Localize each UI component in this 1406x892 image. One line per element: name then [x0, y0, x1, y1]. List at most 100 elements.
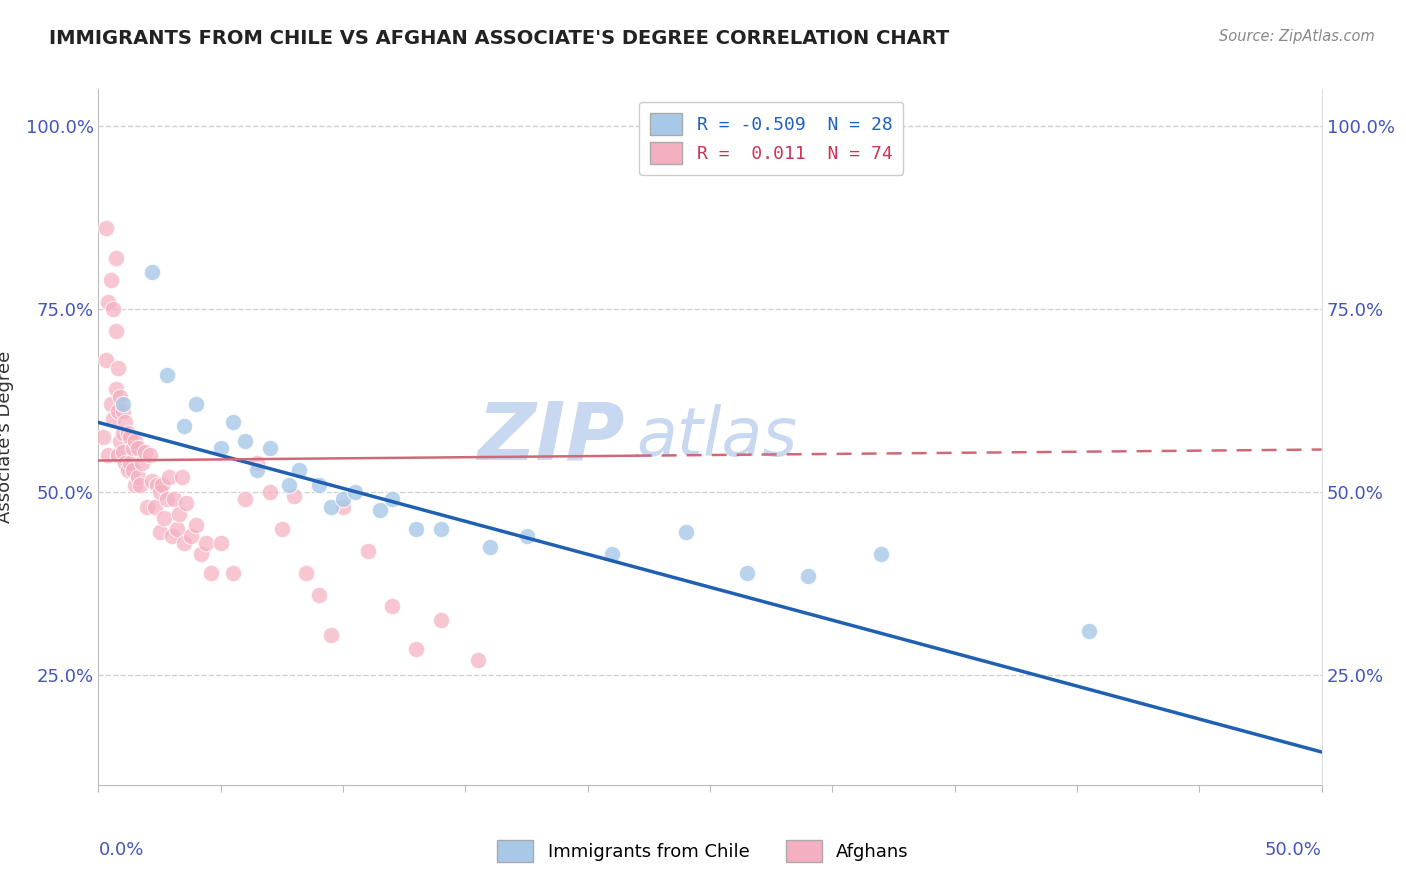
Point — [101, 301, 124, 316]
Point — [131, 456, 153, 470]
Point — [190, 547, 212, 561]
Point — [222, 416, 245, 430]
Point — [141, 474, 163, 488]
Point — [478, 540, 501, 554]
Legend: Immigrants from Chile, Afghans: Immigrants from Chile, Afghans — [489, 833, 917, 870]
Point — [163, 492, 186, 507]
Point — [136, 500, 159, 514]
Point — [121, 463, 143, 477]
Point — [176, 496, 198, 510]
Point — [200, 566, 222, 580]
Point — [141, 265, 163, 279]
Point — [675, 525, 697, 540]
Point — [117, 426, 139, 441]
Text: Source: ZipAtlas.com: Source: ZipAtlas.com — [1219, 29, 1375, 44]
Point — [114, 456, 136, 470]
Point — [356, 543, 378, 558]
Point — [127, 470, 149, 484]
Point — [156, 368, 179, 382]
Point — [173, 419, 195, 434]
Point — [110, 434, 132, 448]
Point — [111, 426, 134, 441]
Point — [180, 529, 202, 543]
Point — [107, 360, 129, 375]
Point — [153, 510, 176, 524]
Point — [111, 444, 134, 458]
Point — [139, 449, 162, 463]
Point — [332, 492, 354, 507]
Point — [111, 397, 134, 411]
Text: atlas: atlas — [637, 404, 797, 470]
Point — [278, 477, 301, 491]
Point — [368, 503, 391, 517]
Point — [120, 430, 142, 444]
Point — [186, 518, 208, 533]
Point — [134, 444, 156, 458]
Text: 0.0%: 0.0% — [98, 840, 143, 859]
Text: 50.0%: 50.0% — [1265, 840, 1322, 859]
Point — [209, 536, 232, 550]
Point — [104, 383, 127, 397]
Point — [270, 522, 294, 536]
Point — [295, 566, 318, 580]
Point — [405, 522, 427, 536]
Point — [127, 441, 149, 455]
Point — [233, 434, 256, 448]
Point — [233, 492, 256, 507]
Point — [120, 456, 142, 470]
Point — [515, 529, 537, 543]
Point — [94, 221, 117, 235]
Legend: R = -0.509  N = 28, R =  0.011  N = 74: R = -0.509 N = 28, R = 0.011 N = 74 — [638, 102, 904, 175]
Point — [97, 449, 120, 463]
Point — [319, 500, 342, 514]
Point — [308, 588, 330, 602]
Point — [797, 569, 820, 583]
Point — [114, 416, 136, 430]
Point — [381, 492, 404, 507]
Point — [110, 390, 132, 404]
Point — [186, 397, 208, 411]
Point — [111, 404, 134, 418]
Point — [91, 430, 114, 444]
Point — [173, 536, 195, 550]
Point — [129, 477, 152, 491]
Point — [97, 294, 120, 309]
Point — [735, 566, 758, 580]
Point — [124, 434, 146, 448]
Text: IMMIGRANTS FROM CHILE VS AFGHAN ASSOCIATE'S DEGREE CORRELATION CHART: IMMIGRANTS FROM CHILE VS AFGHAN ASSOCIAT… — [49, 29, 949, 47]
Point — [246, 463, 269, 477]
Point — [167, 507, 190, 521]
Point — [870, 547, 893, 561]
Point — [319, 628, 342, 642]
Point — [107, 404, 129, 418]
Point — [143, 500, 166, 514]
Point — [100, 397, 122, 411]
Point — [149, 525, 172, 540]
Point — [101, 411, 124, 425]
Point — [288, 463, 311, 477]
Point — [467, 653, 489, 667]
Point — [195, 536, 218, 550]
Point — [146, 477, 169, 491]
Point — [381, 599, 404, 613]
Point — [222, 566, 245, 580]
Point — [150, 477, 173, 491]
Point — [259, 441, 281, 455]
Point — [246, 456, 269, 470]
Point — [121, 441, 143, 455]
Point — [600, 547, 623, 561]
Point — [430, 522, 453, 536]
Point — [1078, 624, 1101, 639]
Point — [430, 613, 453, 627]
Point — [170, 470, 193, 484]
Point — [104, 324, 127, 338]
Point — [405, 642, 427, 657]
Y-axis label: Associate's Degree: Associate's Degree — [0, 351, 14, 524]
Point — [124, 477, 146, 491]
Point — [344, 485, 367, 500]
Point — [166, 522, 188, 536]
Point — [308, 477, 330, 491]
Point — [157, 470, 180, 484]
Point — [117, 463, 139, 477]
Point — [259, 485, 281, 500]
